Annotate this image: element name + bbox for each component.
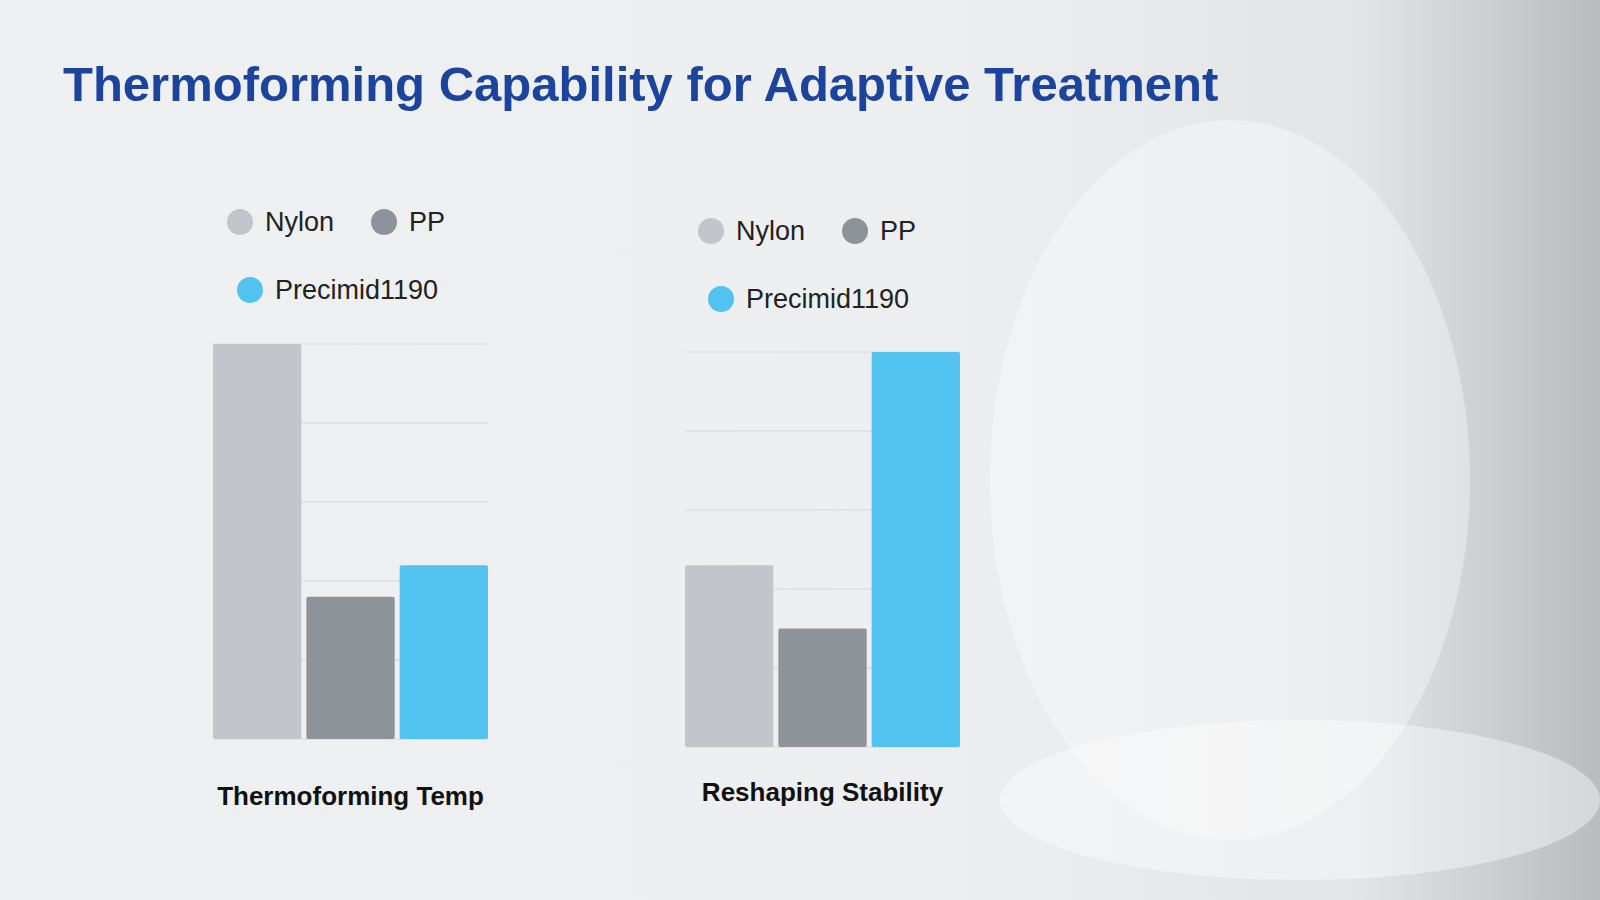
chart: Reshaping Stability Nylon PP Precimid1190 [685,216,960,807]
legend-label: Nylon [736,216,805,246]
bar [306,597,394,739]
legend-item: Precimid1190 [237,275,438,305]
legend-label: Precimid1190 [275,275,438,305]
bar [685,565,773,747]
bar [872,352,960,747]
slide: Thermoforming Capability for Adaptive Tr… [0,0,1600,900]
legend-label: Nylon [265,207,334,237]
title: Thermoforming Capability for Adaptive Tr… [63,57,1218,111]
bar [778,629,866,748]
legend-swatch [227,209,253,235]
bars [685,352,960,747]
decor [1000,720,1600,880]
legend-label: PP [409,207,445,237]
legend-item: PP [371,207,445,237]
chart: Thermoforming Temp Nylon PP Precimid1190 [213,207,488,811]
legend-item: Nylon [227,207,334,237]
bar [213,344,301,739]
legend-swatch [371,209,397,235]
legend-swatch [698,218,724,244]
legend-swatch [237,277,263,303]
legend-item: PP [842,216,916,246]
legend-swatch [708,286,734,312]
legend-swatch [842,218,868,244]
category-label: Thermoforming Temp [217,781,484,811]
legend-item: Nylon [698,216,805,246]
legend-label: Precimid1190 [746,284,909,314]
category-label: Reshaping Stability [702,777,944,807]
bar [400,565,488,739]
bars [213,344,488,739]
legend-label: PP [880,216,916,246]
legend-item: Precimid1190 [708,284,909,314]
